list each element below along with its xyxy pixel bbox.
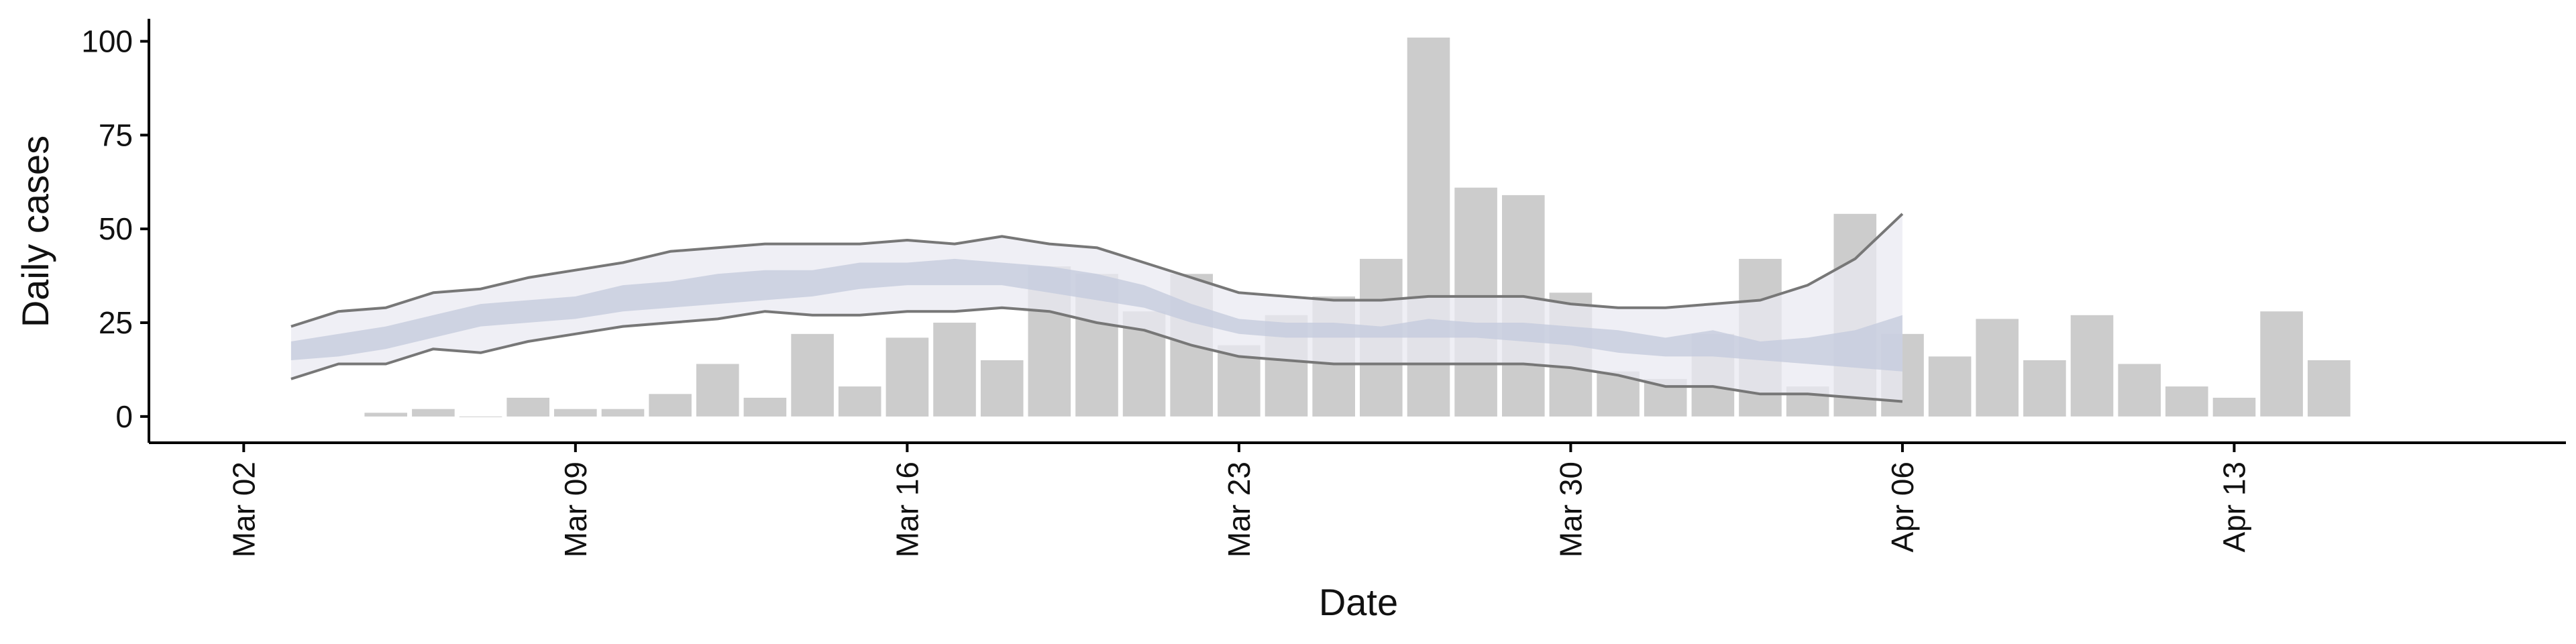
estimate-bound-lines	[290, 213, 1904, 403]
bar-2020-03-06	[412, 409, 455, 417]
bar-2020-03-08	[506, 397, 549, 417]
bar-2020-03-11	[649, 394, 692, 417]
bar-2020-03-17	[933, 323, 976, 417]
bar-2020-03-16	[885, 337, 929, 417]
y-axis-title: Daily cases	[14, 136, 56, 327]
x-axis-ticks: Mar 02 Mar 09 Mar 16 Mar 23 Mar 30 Apr 06 Apr …	[226, 443, 2252, 557]
upper-bound-line	[290, 213, 1904, 328]
bar-2020-04-10	[2070, 315, 2114, 417]
y-tick-label-25: 25	[99, 305, 133, 340]
x-tick-label-2020-04-06: Apr 06	[1885, 462, 1920, 553]
y-tick-label-100: 100	[81, 24, 133, 59]
bar-2020-04-09	[2023, 360, 2066, 417]
bar-2020-03-05	[364, 413, 407, 417]
inner-interval-ribbon	[290, 258, 1902, 372]
bar-2020-03-09	[554, 409, 597, 417]
x-tick-label-2020-04-13: Apr 13	[2217, 462, 2252, 553]
bar-2020-04-14	[2260, 311, 2303, 417]
x-tick-label-2020-03-09: Mar 09	[558, 462, 593, 557]
outer-interval-ribbon	[290, 213, 1902, 402]
y-tick-label-50: 50	[99, 211, 133, 246]
bar-2020-04-12	[2165, 386, 2208, 417]
bar-2020-04-13	[2212, 397, 2256, 417]
x-tick-label-2020-03-02: Mar 02	[226, 462, 261, 557]
bar-2020-03-14	[791, 333, 834, 417]
estimate-ribbons	[290, 213, 1902, 402]
bar-2020-04-08	[1976, 319, 2019, 417]
x-tick-label-2020-03-16: Mar 16	[890, 462, 924, 557]
bar-2020-03-10	[601, 409, 645, 417]
bar-2020-03-12	[696, 364, 739, 417]
axes	[148, 19, 2566, 444]
bar-2020-03-15	[838, 386, 881, 417]
bar-2020-04-15	[2308, 360, 2351, 417]
x-tick-label-2020-03-30: Mar 30	[1553, 462, 1588, 557]
x-tick-label-2020-03-23: Mar 23	[1222, 462, 1256, 557]
bar-2020-03-18	[980, 360, 1024, 417]
lower-bound-line	[290, 306, 1903, 403]
bar-2020-03-13	[743, 397, 787, 417]
y-tick-label-0: 0	[115, 399, 133, 434]
x-axis-title: Date	[1319, 581, 1398, 623]
bar-2020-04-11	[2118, 364, 2161, 417]
y-axis-ticks: 0 25 50 75 100	[81, 24, 149, 434]
y-tick-label-75: 75	[99, 117, 133, 152]
bar-2020-04-07	[1928, 356, 1972, 417]
